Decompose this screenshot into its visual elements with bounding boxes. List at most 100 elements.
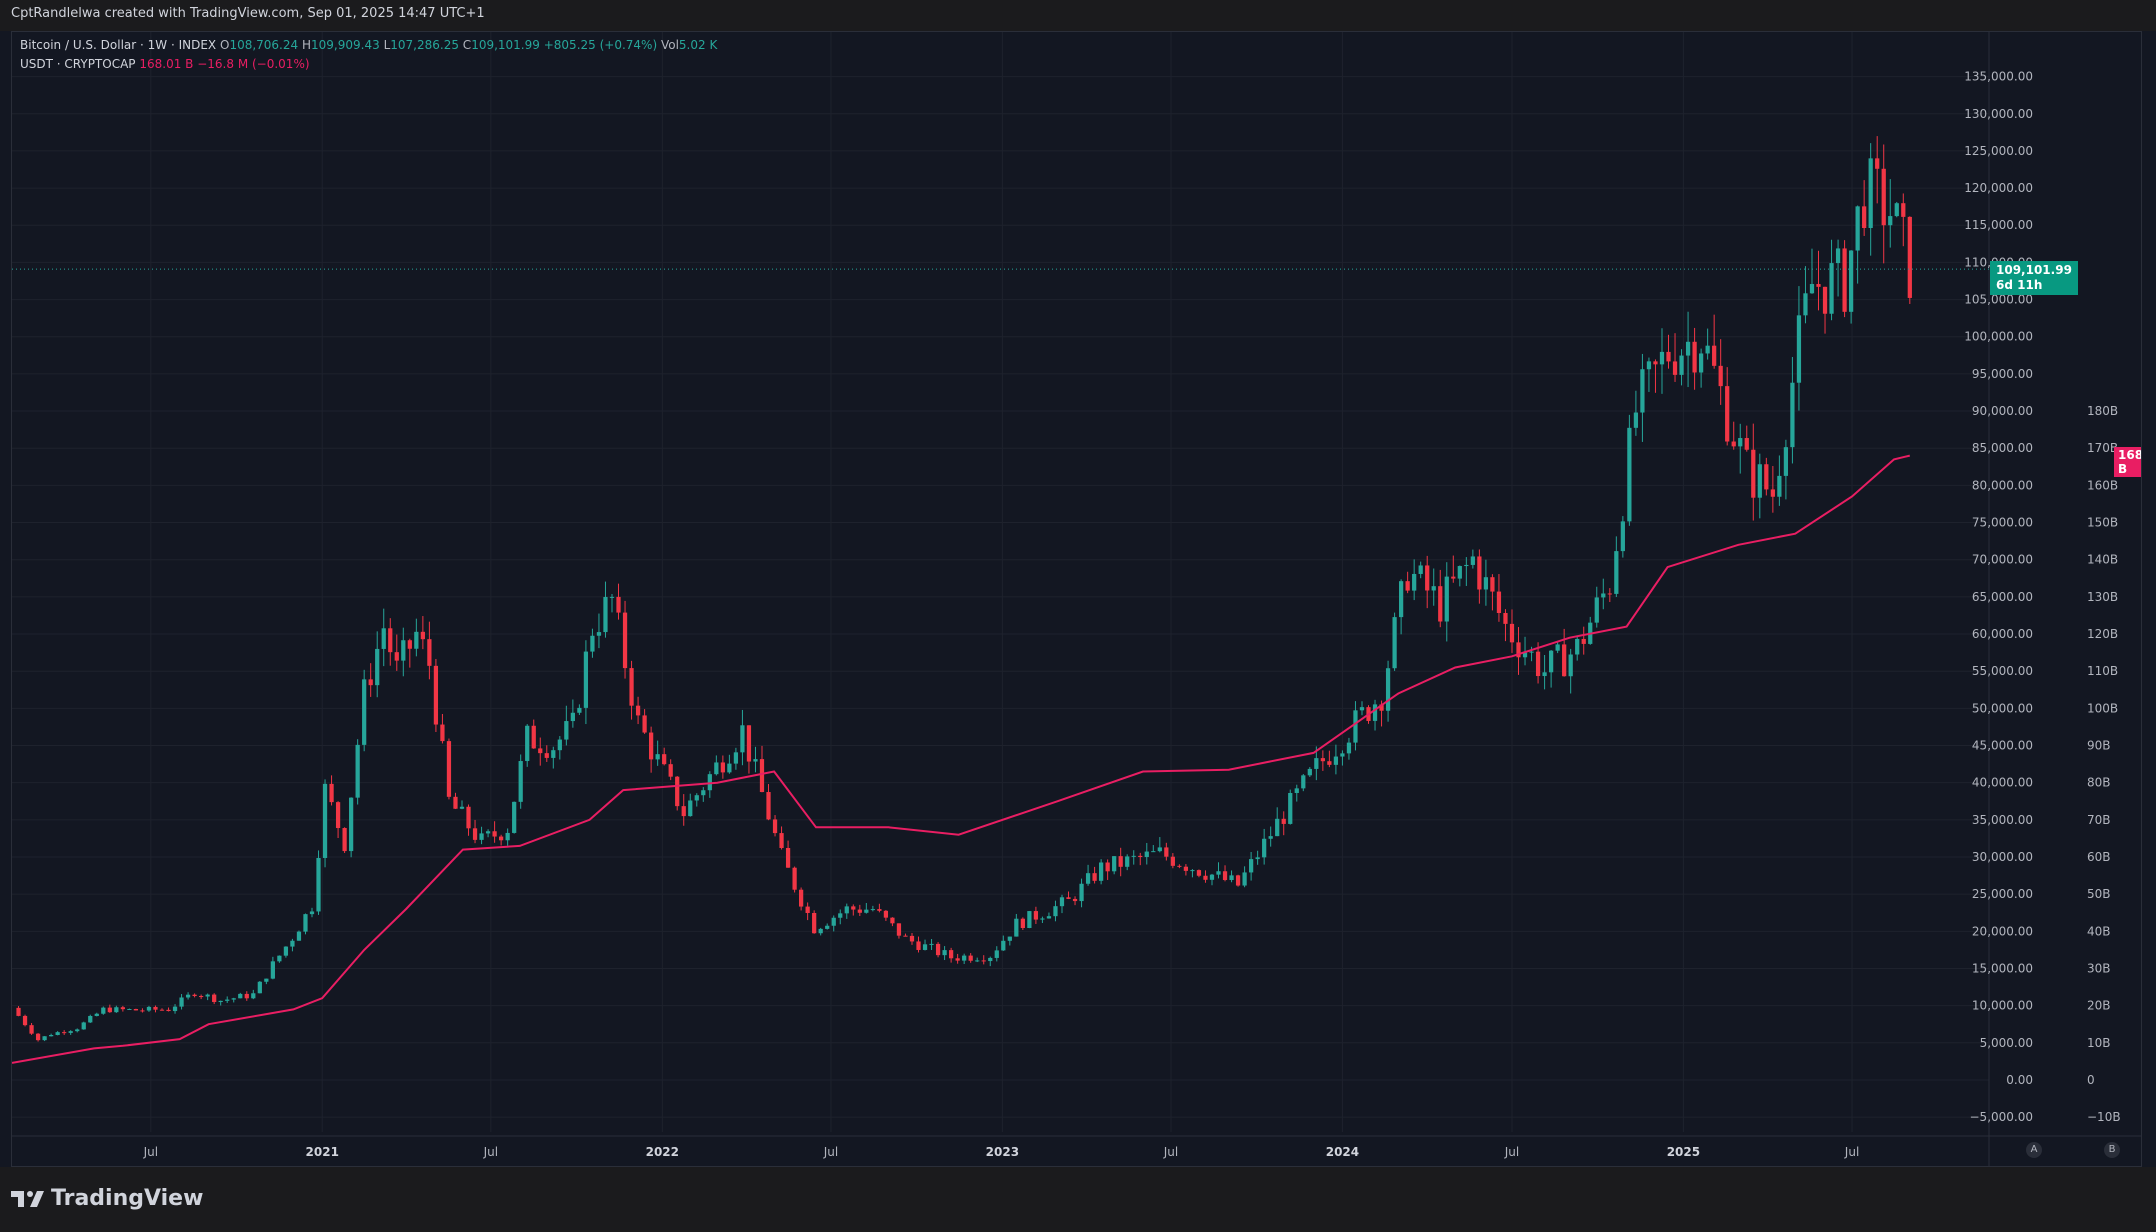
candle-body bbox=[668, 764, 673, 777]
x-tick-label: 2023 bbox=[986, 1145, 1019, 1159]
candle-body bbox=[1379, 704, 1384, 711]
candle-body bbox=[212, 994, 217, 1003]
candle-body bbox=[1203, 875, 1208, 880]
symbol-title: Bitcoin / U.S. Dollar · 1W · INDEX bbox=[20, 38, 217, 52]
open-label: O bbox=[219, 38, 230, 52]
candle-body bbox=[681, 806, 686, 817]
last-price-value: 109,101.99 bbox=[1996, 263, 2072, 278]
candle-body bbox=[283, 946, 289, 956]
chart-svg[interactable]: 135,000.00 130,000.00 125,000.00 120,000.00… bbox=[12, 32, 2142, 1167]
chart-pane[interactable]: 135,000.00 130,000.00 125,000.00 120,000.00… bbox=[11, 31, 2142, 1167]
candle-body bbox=[1118, 856, 1123, 867]
candle-body bbox=[1072, 898, 1078, 902]
candle-body bbox=[1079, 883, 1084, 902]
candle-body bbox=[864, 909, 869, 913]
candle-body bbox=[1444, 576, 1449, 622]
candle-body bbox=[185, 994, 191, 998]
candle-body bbox=[362, 679, 367, 745]
candle-body bbox=[68, 1031, 73, 1033]
candle-body bbox=[512, 801, 517, 833]
candle-body bbox=[309, 911, 315, 915]
candle-body bbox=[407, 640, 412, 649]
candle-body bbox=[1014, 918, 1019, 937]
candle-body bbox=[714, 762, 719, 775]
candle-body bbox=[1209, 874, 1215, 880]
candle-body bbox=[1888, 216, 1893, 226]
candle-body bbox=[303, 914, 308, 932]
candle-body bbox=[1503, 613, 1508, 624]
change-value: +805.25 (+0.74%) bbox=[543, 38, 658, 52]
candle-body bbox=[172, 1006, 178, 1012]
candle-body bbox=[838, 913, 843, 918]
y-tick-label: 50,000.00 bbox=[1972, 701, 2033, 715]
candle-body bbox=[499, 836, 504, 841]
candle-body bbox=[1627, 427, 1632, 522]
candle-body bbox=[1157, 847, 1162, 852]
candle-body bbox=[1744, 438, 1749, 450]
candle-body bbox=[642, 715, 647, 733]
candle-body bbox=[355, 744, 360, 798]
candle-body bbox=[62, 1032, 67, 1034]
y2-tick-label: 70B bbox=[2087, 813, 2111, 827]
candle-body bbox=[1568, 654, 1573, 677]
candle-body bbox=[1105, 862, 1110, 872]
candle-body bbox=[622, 612, 628, 669]
x-tick-label: 2024 bbox=[1326, 1145, 1359, 1159]
candle-body bbox=[159, 1009, 165, 1011]
y2-tick-label: 140B bbox=[2087, 553, 2118, 567]
candle-body bbox=[1112, 856, 1117, 872]
candle-body bbox=[1542, 672, 1547, 677]
x-tick-label: Jul bbox=[1844, 1145, 1859, 1159]
candle-body bbox=[1229, 875, 1234, 881]
candle-body bbox=[538, 748, 543, 754]
usdt-last-value-tag: 168.01 B bbox=[2114, 446, 2141, 477]
x-tick-label: Jul bbox=[1504, 1145, 1519, 1159]
candle-body bbox=[844, 906, 849, 914]
axis-badge-b[interactable]: B bbox=[2104, 1142, 2120, 1158]
axis-badge-a[interactable]: A bbox=[2026, 1142, 2042, 1158]
candle-body bbox=[1601, 593, 1606, 598]
chart-caption: CptRandlelwa created with TradingView.co… bbox=[11, 6, 485, 21]
candle-body bbox=[929, 943, 934, 945]
candle-body bbox=[375, 648, 380, 686]
candle-body bbox=[962, 955, 967, 961]
candle-body bbox=[492, 831, 497, 837]
candle-body bbox=[1438, 586, 1443, 622]
candle-body bbox=[1496, 591, 1502, 614]
candle-body bbox=[916, 941, 921, 950]
candle-body bbox=[981, 960, 986, 962]
y2-tick-label: 170B bbox=[2087, 441, 2118, 455]
candle-body bbox=[1125, 856, 1130, 867]
tradingview-brand[interactable]: TradingView bbox=[11, 1186, 203, 1211]
candle-body bbox=[1535, 651, 1541, 677]
candle-body bbox=[1418, 565, 1423, 574]
candle-body bbox=[218, 1000, 223, 1003]
y-tick-label: 30,000.00 bbox=[1972, 850, 2033, 864]
candle-body bbox=[779, 833, 784, 848]
candle-body bbox=[1294, 788, 1299, 794]
x-tick-label: 2025 bbox=[1667, 1145, 1700, 1159]
candle-body bbox=[1614, 551, 1619, 594]
candle-body bbox=[994, 950, 999, 958]
usdt-change: −16.8 M (−0.01%) bbox=[197, 57, 310, 71]
candle-body bbox=[1575, 638, 1580, 655]
candle-body bbox=[1901, 203, 1906, 217]
candle-body bbox=[557, 739, 562, 751]
y-tick-label: 85,000.00 bbox=[1972, 441, 2033, 455]
candle-body bbox=[1242, 872, 1247, 886]
y-tick-label: 40,000.00 bbox=[1972, 776, 2033, 790]
y-tick-label: 130,000.00 bbox=[1964, 107, 2033, 121]
candle-body bbox=[759, 759, 765, 793]
candle-body bbox=[1862, 206, 1867, 228]
candle-body bbox=[1555, 644, 1560, 651]
candle-body bbox=[446, 741, 452, 797]
candle-body bbox=[349, 797, 354, 852]
y2-tick-label: 150B bbox=[2087, 516, 2118, 530]
candle-body bbox=[1405, 581, 1410, 591]
candle-body bbox=[1457, 566, 1462, 579]
candle-body bbox=[1059, 897, 1065, 907]
candle-body bbox=[635, 705, 641, 716]
candle-body bbox=[531, 725, 536, 749]
candle-body bbox=[388, 628, 393, 653]
candle-body bbox=[133, 1008, 139, 1011]
